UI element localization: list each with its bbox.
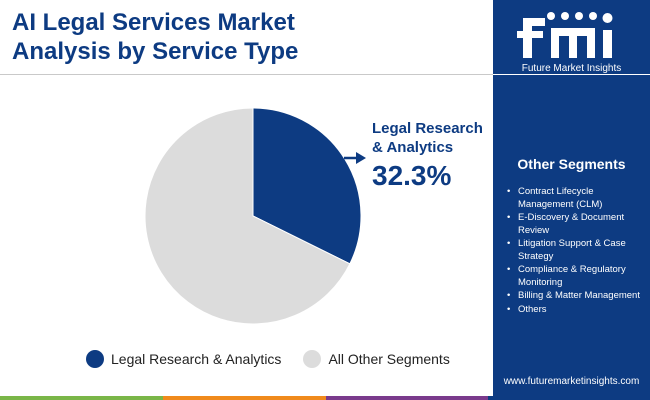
other-segments-list: Contract Lifecycle Management (CLM) E-Di… [505, 186, 645, 317]
website-url: www.futuremarketinsights.com [503, 376, 640, 387]
brand-logo: Future Market Insights [493, 4, 650, 74]
bottom-bar-purple [326, 396, 488, 400]
legend-swatch [86, 350, 104, 368]
pie-chart [144, 107, 366, 325]
bottom-bar-navy [488, 396, 650, 400]
fmi-logo-icon [517, 12, 613, 58]
bottom-bar-orange [163, 396, 326, 400]
legend: Legal Research & Analytics All Other Seg… [86, 348, 472, 370]
sidebar-divider [493, 74, 650, 75]
highlight-callout: Legal Research & Analytics 32.3% [372, 119, 492, 192]
legend-swatch [303, 350, 322, 368]
pie-slices [144, 107, 362, 325]
segment-item: Litigation Support & Case Strategy [505, 238, 645, 263]
callout-percentage: 32.3% [372, 160, 452, 191]
callout-arrow [344, 152, 366, 164]
title-divider [0, 74, 493, 75]
callout-label: Legal Research & Analytics [372, 120, 483, 156]
bottom-bar-green [0, 396, 163, 400]
other-segments-title: Other Segments [517, 156, 626, 172]
segment-item: Others [505, 304, 645, 317]
title-line-1: AI Legal Services Market [12, 9, 295, 36]
chart-title: AI Legal Services Market Analysis by Ser… [12, 8, 482, 66]
title-line-2: Analysis by Service Type [12, 38, 299, 65]
legend-item: All Other Segments [303, 350, 450, 368]
brand-name: Future Market Insights [521, 63, 622, 74]
pie-slice-all-other-segments [144, 107, 351, 325]
segment-item: Billing & Matter Management [505, 290, 645, 303]
legend-label: Legal Research & Analytics [111, 351, 282, 367]
segment-item: E-Discovery & Document Review [505, 212, 645, 237]
segment-item: Contract Lifecycle Management (CLM) [505, 186, 645, 211]
legend-item: Legal Research & Analytics [86, 350, 281, 368]
sidebar: Future Market Insights Other Segments Co… [493, 0, 650, 400]
legend-label: All Other Segments [328, 351, 450, 367]
segment-item: Compliance & Regulatory Monitoring [505, 264, 645, 289]
